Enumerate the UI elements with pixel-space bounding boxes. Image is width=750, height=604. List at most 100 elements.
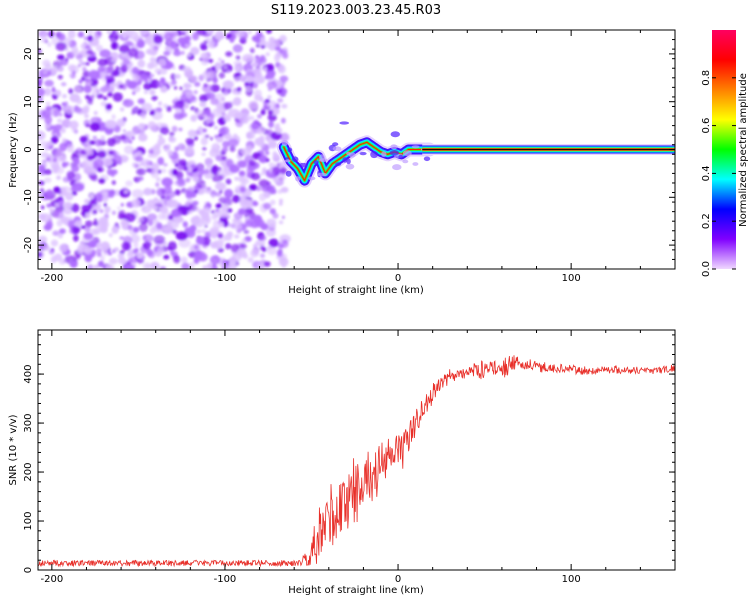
noise-speckle — [104, 119, 117, 129]
colorbar-tick-label: 0.8 — [701, 70, 712, 86]
noise-speckle — [39, 188, 45, 193]
noise-speckle — [106, 77, 112, 84]
noise-speckle — [163, 50, 171, 57]
noise-speckle — [83, 232, 94, 240]
noise-speckle — [66, 143, 75, 153]
noise-speckle — [189, 191, 197, 198]
noise-speckle — [171, 168, 178, 176]
noise-speckle — [49, 208, 54, 213]
noise-speckle — [182, 221, 188, 228]
noise-speckle — [71, 190, 78, 196]
noise-speckle — [92, 135, 98, 140]
noise-speckle — [196, 229, 201, 234]
noise-speckle — [83, 246, 93, 255]
ridge-blob — [335, 162, 342, 167]
noise-speckle — [107, 67, 113, 74]
y-tick-label: 200 — [23, 462, 34, 481]
noise-speckle — [100, 135, 106, 142]
ridge-blob — [381, 151, 387, 158]
noise-speckle — [147, 122, 158, 130]
noise-speckle — [80, 61, 86, 66]
ridge-blob — [298, 162, 308, 168]
noise-speckle — [100, 157, 113, 167]
x-tick-label: -200 — [40, 574, 63, 585]
noise-speckle — [49, 125, 56, 130]
noise-speckle — [68, 229, 74, 234]
noise-speckle — [158, 59, 167, 66]
noise-speckle — [194, 81, 201, 87]
noise-speckle — [57, 74, 63, 80]
y-tick-label: 10 — [23, 95, 34, 108]
noise-speckle — [236, 87, 242, 92]
noise-speckle — [201, 206, 211, 215]
noise-speckle — [163, 254, 170, 260]
noise-speckle — [202, 84, 213, 93]
noise-speckle — [69, 93, 81, 103]
noise-speckle — [202, 146, 207, 151]
noise-speckle — [57, 54, 65, 60]
noise-speckle — [167, 144, 171, 148]
noise-speckle — [46, 203, 51, 207]
noise-speckle — [250, 249, 260, 258]
noise-speckle — [69, 73, 72, 77]
noise-speckle — [39, 213, 52, 223]
colorbar-tick-label: 0.2 — [701, 213, 712, 229]
noise-speckle — [94, 218, 98, 222]
noise-speckle — [222, 80, 234, 89]
noise-speckle — [149, 57, 157, 63]
noise-speckle — [108, 233, 113, 238]
noise-speckle — [197, 237, 206, 245]
noise-speckle — [180, 256, 188, 264]
noise-speckle — [252, 57, 256, 62]
noise-speckle — [277, 98, 284, 103]
noise-speckle — [279, 198, 283, 203]
noise-speckle — [120, 51, 127, 58]
noise-speckle — [248, 184, 258, 191]
noise-speckle — [232, 44, 243, 53]
noise-speckle — [159, 206, 169, 214]
noise-speckle — [227, 138, 239, 148]
noise-speckle — [85, 212, 91, 219]
noise-speckle — [206, 186, 212, 191]
noise-speckle — [173, 47, 180, 53]
noise-speckle — [147, 149, 154, 154]
noise-speckle — [141, 102, 153, 112]
noise-speckle — [119, 250, 125, 255]
noise-speckle — [78, 79, 83, 84]
noise-speckle — [215, 30, 224, 40]
noise-speckle — [249, 47, 255, 54]
noise-speckle — [51, 163, 59, 171]
noise-speckle — [52, 150, 58, 155]
noise-speckle — [62, 186, 71, 196]
noise-speckle — [166, 105, 172, 112]
noise-speckle — [82, 70, 91, 78]
noise-speckle — [112, 30, 116, 35]
noise-speckle — [155, 182, 160, 188]
noise-speckle — [257, 263, 265, 269]
noise-speckle — [225, 243, 232, 250]
noise-speckle — [263, 169, 267, 174]
noise-speckle — [238, 113, 251, 124]
noise-speckle — [223, 65, 228, 70]
noise-speckle — [278, 202, 283, 206]
noise-speckle — [248, 159, 256, 167]
noise-speckle — [137, 176, 144, 181]
noise-speckle — [192, 200, 199, 206]
noise-speckle — [153, 34, 164, 44]
noise-speckle — [42, 70, 48, 75]
noise-speckle — [125, 180, 133, 187]
noise-speckle — [146, 249, 153, 257]
ridge-blob — [342, 157, 348, 163]
ridge-blob — [332, 146, 342, 151]
noise-speckle — [254, 137, 265, 146]
noise-speckle — [167, 149, 174, 156]
noise-speckle — [150, 169, 160, 179]
noise-speckle — [92, 228, 101, 235]
y-tick-label: 100 — [23, 511, 34, 530]
noise-speckle — [45, 101, 51, 106]
noise-speckle — [183, 82, 191, 89]
noise-speckle — [125, 130, 136, 138]
noise-speckle — [267, 245, 272, 250]
noise-speckle — [280, 167, 288, 175]
noise-speckle — [221, 167, 230, 178]
